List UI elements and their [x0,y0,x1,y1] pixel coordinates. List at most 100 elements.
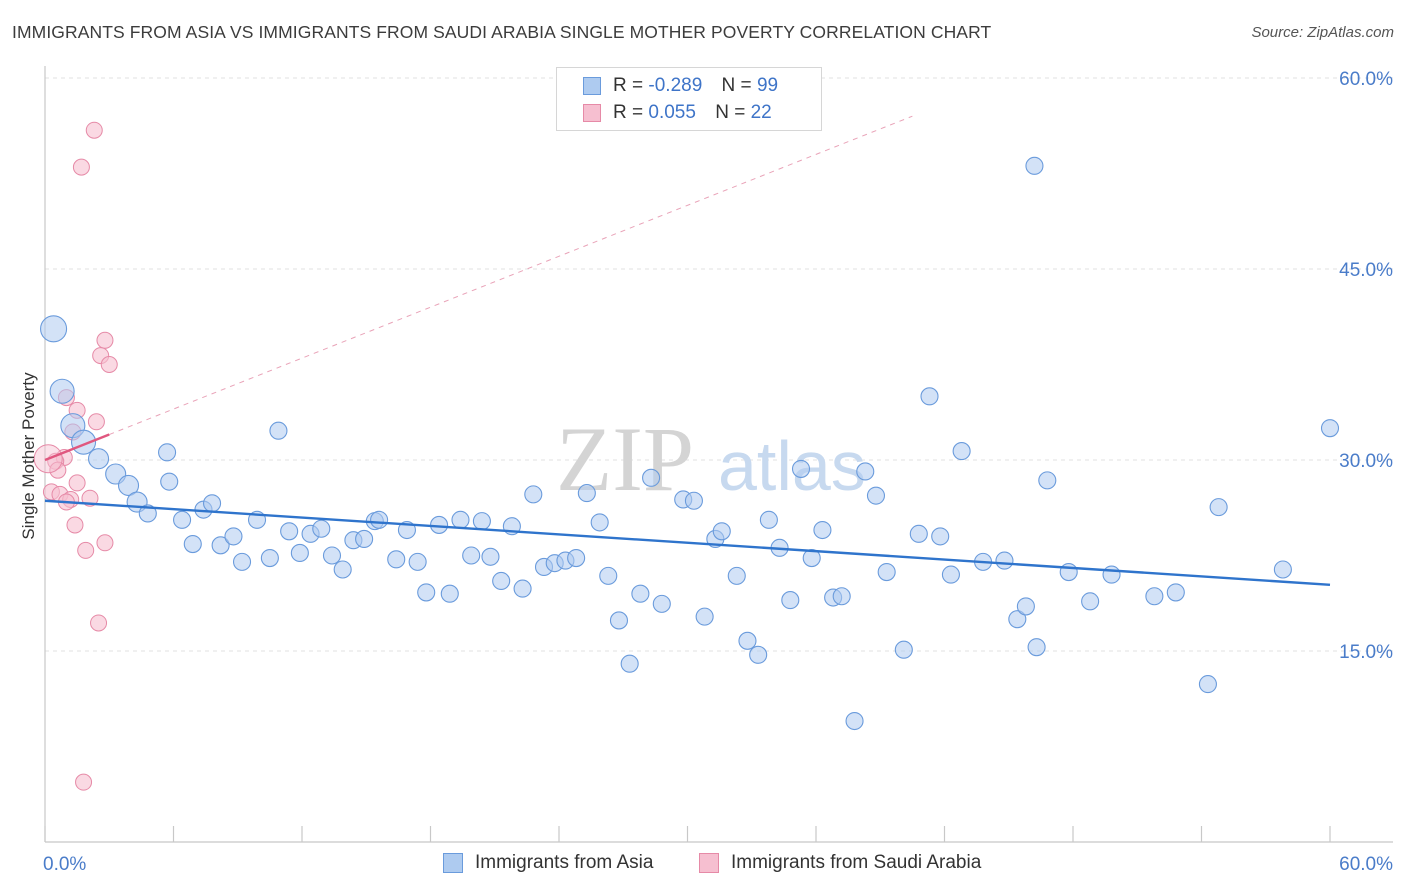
saudi-point [96,534,114,552]
chart-title: IMMIGRANTS FROM ASIA VS IMMIGRANTS FROM … [12,22,992,42]
asia-point [232,552,252,571]
asia-point [211,536,230,555]
asia-point [1145,587,1164,606]
tick-labels: 15.0% 30.0% 45.0% 60.0% 0.0% 60.0% [43,69,1393,875]
x-tick-label: 60.0% [1339,854,1393,875]
asia-point [370,510,389,529]
asia-point [802,548,821,568]
asia-legend-label: Immigrants from Asia [475,852,654,873]
watermark-atlas: atlas [718,427,866,505]
asia-point [652,594,671,613]
asia-point [1102,565,1121,584]
asia-point [158,443,177,462]
saudi-trend-dashed [109,115,913,435]
saudi-point [81,489,99,507]
asia-point [832,587,851,606]
asia-legend-swatch [443,853,463,873]
asia-point [417,583,436,602]
asia-point [462,546,481,565]
asia-point [845,711,864,731]
asia-point [738,631,757,650]
asia-point [408,552,427,571]
asia-point [355,529,374,548]
asia-point [1059,563,1078,582]
asia-point [269,421,288,440]
asia-point [609,611,629,630]
saudi-n-label: N = [715,102,746,123]
asia-point [513,579,532,598]
asia-point [995,551,1014,570]
asia-point [1025,156,1044,175]
asia-point [312,519,331,538]
asia-point [877,563,896,582]
saudi-swatch [583,104,601,122]
asia-point [909,524,928,543]
asia-point [1081,592,1100,611]
asia-point [492,571,511,591]
asia-point [941,565,960,584]
asia-n-value: 99 [756,75,779,96]
saudi-point [72,158,90,176]
y-tick-label: 15.0% [1339,642,1393,663]
asia-point [49,378,75,404]
asia-point [866,486,886,505]
asia-point [333,560,352,579]
source-label: Source: ZipAtlas.com [1251,24,1394,41]
saudi-point [87,413,105,431]
asia-point [224,527,243,546]
asia-point [481,547,500,566]
saudi-point [100,356,118,373]
asia-point [1273,560,1292,579]
asia-point [138,504,157,523]
asia-point [931,527,950,546]
asia-point [280,522,299,541]
asia-point [684,491,703,510]
watermark-zip: ZIP [556,408,694,510]
saudi-point [77,541,95,559]
asia-point [203,494,222,513]
asia-point [117,474,140,497]
asia-point [894,640,913,659]
asia-point [781,591,800,610]
asia-point [290,543,309,563]
asia-point [1320,419,1340,438]
asia-point [620,654,639,673]
saudi-n-value: 22 [750,102,772,123]
saudi-point [68,474,86,492]
asia-point [759,510,778,529]
asia-point [813,520,832,540]
asia-point [856,462,875,481]
asia-point [1016,597,1035,616]
asia-point [695,607,714,626]
asia-points [40,156,1340,731]
asia-point [590,513,609,532]
asia-r-label: R = [613,75,644,96]
saudi-trend-line [44,433,110,462]
asia-point [387,550,406,569]
correlation-legend: R = -0.289 N = 99 R = 0.055 N = 22 [556,67,822,131]
asia-point [260,548,279,568]
series-legend: Immigrants from Asia Immigrants from Sau… [0,850,1406,878]
asia-point [567,548,586,568]
y-tick-label: 45.0% [1339,260,1393,281]
asia-point [472,512,491,531]
asia-point [727,566,746,585]
asia-point [952,442,971,461]
asia-point [440,584,459,603]
asia-point [1027,638,1046,657]
asia-point [791,459,811,478]
saudi-point [85,121,103,139]
saudi-point [66,516,84,534]
asia-point [173,510,192,529]
asia-point [160,472,179,491]
asia-point [749,645,768,664]
y-tick-label: 30.0% [1339,451,1393,472]
x-tick-label: 0.0% [43,854,86,875]
asia-point [1038,471,1057,490]
y-axis-label: Single Mother Poverty [19,372,38,540]
asia-point [599,566,618,585]
asia-point [87,448,110,470]
watermark: ZIP atlas [556,408,866,510]
saudi-legend-swatch [699,853,719,873]
saudi-legend-label: Immigrants from Saudi Arabia [731,852,982,873]
